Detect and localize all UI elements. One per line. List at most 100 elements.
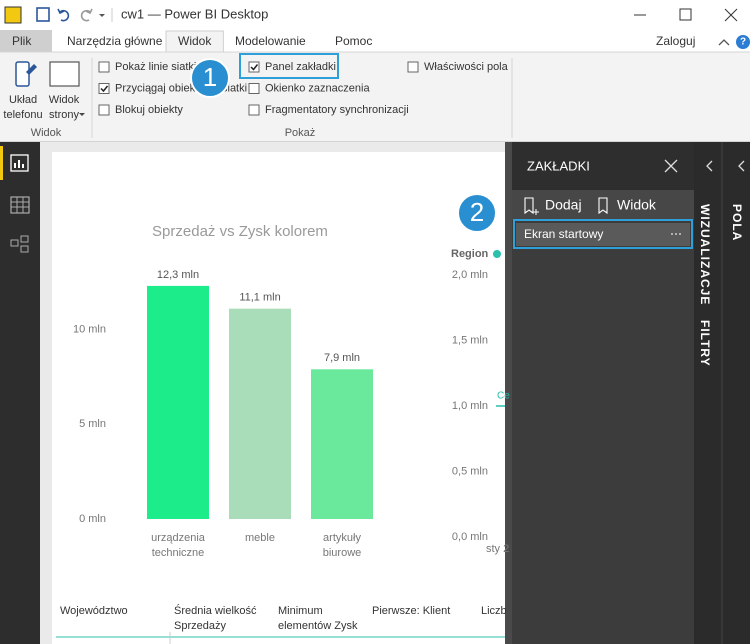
ribbon-tab[interactable]: Modelowanie (235, 34, 306, 48)
y-tick-label: 10 mln (73, 323, 106, 335)
qat-dropdown[interactable] (99, 14, 105, 17)
checkbox[interactable] (248, 83, 260, 94)
highlight-box (513, 219, 693, 249)
ribbon-tab[interactable]: Narzędzia główne (67, 34, 163, 48)
callout-badge (190, 58, 230, 98)
side-tab[interactable]: POLA (730, 204, 744, 241)
pane-header (512, 142, 694, 190)
pane-edge (505, 142, 512, 644)
checkbox[interactable] (248, 61, 260, 73)
side-tab[interactable]: FILTRY (698, 320, 712, 367)
y-tick-label: 0,5 mln (452, 465, 488, 477)
x-tick-label: meble (245, 532, 275, 544)
group-label: Pokaż (285, 127, 316, 139)
ribbon (0, 52, 750, 142)
model-view-icon (20, 235, 29, 243)
line-chart[interactable]: 0,0 mln 0,5 mln 1,0 mln 1,5 mln 2,0 mln Regio… (451, 248, 510, 555)
add-icon (524, 197, 534, 215)
checkbox[interactable] (248, 104, 260, 116)
menu-dot (671, 233, 673, 235)
checkbox-label: Blokuj obiekty (115, 104, 183, 116)
table-visual[interactable]: Województwo Średnia wielkość Sprzedaży Mini… (60, 604, 507, 632)
phone-layout-label[interactable]: Układ telefonu (3, 94, 42, 121)
checkmark (100, 85, 109, 93)
expand-chevron[interactable] (738, 160, 745, 172)
page-view-icon[interactable] (49, 61, 80, 87)
ribbon-tabs: Plik Narzędzia główne Widok Modelowanie Pomo… (12, 30, 372, 52)
table-header: Województwo (60, 605, 128, 617)
page-view-label[interactable]: Widok strony (49, 94, 80, 121)
bar-chart[interactable]: Sprzedaż vs Zysk kolorem 0 mln 5 mln 10 mln… (73, 223, 373, 559)
bookmark-menu[interactable] (671, 233, 681, 235)
x-tick-label: urządzenia techniczne (151, 532, 206, 559)
checkbox[interactable] (407, 61, 419, 73)
report-view-icon[interactable] (10, 154, 29, 172)
report-view-bars (14, 160, 24, 168)
data-view-icon[interactable] (10, 196, 30, 214)
chart-title: Sprzedaż vs Zysk kolorem (152, 223, 328, 240)
value-label: 7,9 mln (324, 352, 360, 364)
file-tab-bg (0, 30, 52, 52)
y-tick-label: 0,0 mln (452, 531, 488, 543)
add-bookmark[interactable]: Dodaj (545, 197, 582, 213)
active-tab-box (165, 30, 224, 52)
close-button[interactable] (724, 8, 738, 22)
legend-marker (493, 250, 501, 258)
sign-in[interactable]: Zaloguj (656, 34, 695, 48)
value-label: 11,1 mln (239, 292, 280, 304)
add-plus (533, 209, 539, 215)
title-bar (0, 0, 750, 30)
callout-number: 1 (203, 62, 217, 92)
help-button[interactable] (736, 35, 750, 49)
redo-icon[interactable] (80, 8, 93, 22)
help-glyph: ? (740, 37, 746, 48)
checkbox[interactable] (98, 61, 110, 73)
save-icon[interactable] (36, 7, 50, 22)
window-title: cw1 — Power BI Desktop (121, 6, 268, 21)
expand-chevron[interactable] (706, 160, 713, 172)
table-header: Pierwsze: Klient (372, 605, 450, 617)
bookmark-item-bg (516, 223, 690, 246)
bar (311, 369, 373, 519)
y-tick-label: 1,5 mln (452, 334, 488, 346)
group-label: Widok (31, 127, 62, 139)
checkbox[interactable] (98, 104, 110, 116)
ribbon-tab[interactable]: Pomoc (335, 34, 372, 48)
y-tick-label: 1,0 mln (452, 400, 488, 412)
collapse-ribbon[interactable] (718, 39, 730, 46)
annotation: Ce (497, 391, 510, 402)
phone-layout-pen (26, 64, 37, 75)
model-view-icon[interactable] (10, 239, 19, 247)
side-tab[interactable]: WIZUALIZACJE (698, 204, 712, 305)
checkbox[interactable] (98, 83, 110, 94)
menu-dot (679, 233, 681, 235)
ribbon-tab[interactable]: Plik (12, 34, 32, 48)
pane-close[interactable] (664, 159, 678, 173)
model-view-icon (20, 245, 29, 253)
checkbox-label: Panel zakładki (265, 61, 336, 73)
ribbon-tab[interactable]: Widok (178, 34, 212, 48)
callout-badge (457, 193, 497, 233)
pane-toolbar (512, 190, 694, 220)
data-view-grid (11, 197, 29, 213)
bar (147, 285, 209, 519)
x-tick-label: artykuły biurowe (323, 532, 362, 559)
maximize-button[interactable] (679, 8, 692, 21)
callout-number: 2 (470, 197, 484, 227)
y-tick-label: 5 mln (79, 418, 106, 430)
view-bookmarks[interactable]: Widok (617, 197, 657, 213)
table-header: Minimum elementów Zysk (278, 605, 358, 632)
app-icon (4, 6, 22, 24)
undo-icon[interactable] (57, 8, 70, 22)
phone-layout-icon[interactable] (15, 61, 30, 87)
legend-title: Region (451, 248, 489, 260)
bookmark-item[interactable]: Ekran startowy (524, 227, 603, 241)
view-icon (598, 197, 608, 215)
pane-title: ZAKŁADKI (527, 158, 590, 173)
y-tick-label: 2,0 mln (452, 269, 488, 281)
checkbox-label: Fragmentatory synchronizacji (265, 104, 409, 116)
left-nav (0, 142, 40, 644)
x-tick-label: sty 2 (486, 543, 509, 555)
bar (229, 308, 291, 519)
